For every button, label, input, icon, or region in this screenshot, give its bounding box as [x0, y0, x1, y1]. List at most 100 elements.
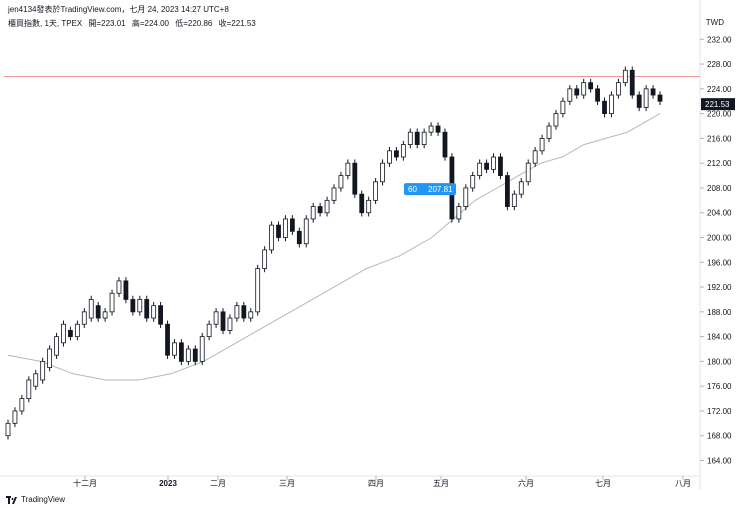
candle-body — [567, 88, 573, 102]
candle-body — [109, 292, 115, 313]
annotation-value: 207.81 — [428, 185, 453, 194]
symbol-name[interactable]: 櫃買指數, 1天, TPEX — [8, 19, 83, 28]
ohlc-open: 開=223.01 — [88, 19, 126, 28]
candle-body — [158, 305, 163, 325]
candle-body — [165, 323, 170, 356]
candle-body — [192, 348, 198, 362]
y-tick-label: 200.00 — [707, 234, 732, 243]
candle-body — [74, 323, 80, 338]
candle-body — [95, 305, 101, 319]
candle-body — [88, 299, 94, 319]
y-tick-label: 184.00 — [707, 333, 732, 342]
x-tick-label: 五月 — [433, 479, 449, 488]
y-tick-label: 220.00 — [707, 110, 732, 119]
candle-body — [581, 82, 587, 96]
candle-body — [609, 94, 614, 115]
candle-body — [102, 311, 108, 319]
y-tick-label: 196.00 — [707, 258, 732, 267]
candle-body — [241, 305, 247, 319]
candle-body — [470, 175, 476, 189]
moving-average-line — [7, 113, 661, 381]
candle-body — [553, 113, 559, 127]
candle-body — [185, 348, 191, 362]
candle-body — [324, 199, 330, 214]
x-tick-label: 2023 — [159, 479, 177, 488]
candle-body — [317, 206, 323, 214]
x-tick-label: 三月 — [279, 479, 295, 488]
x-tick-label: 十二月 — [73, 478, 97, 488]
candle-body — [359, 193, 365, 214]
candle-body — [518, 181, 524, 195]
candle-body — [622, 69, 628, 84]
y-tick-label: 180.00 — [707, 357, 732, 366]
candle-body — [345, 162, 351, 176]
candle-body — [650, 88, 656, 96]
candle-body — [643, 88, 649, 108]
candle-body — [428, 125, 434, 133]
candle-body — [227, 317, 233, 331]
y-tick-label: 212.00 — [707, 159, 732, 168]
candle-body — [525, 162, 531, 183]
candle-body — [636, 94, 642, 108]
candle-body — [179, 342, 184, 362]
candle-body — [498, 156, 503, 176]
candle-body — [220, 311, 226, 331]
candle-body — [248, 311, 254, 319]
candle-body — [366, 199, 372, 214]
candle-body — [477, 162, 483, 176]
y-tick-label: 168.00 — [707, 432, 732, 441]
y-tick-label: 232.00 — [707, 35, 732, 44]
candle-body — [12, 410, 18, 424]
candle-body — [414, 131, 420, 145]
candle-body — [560, 100, 566, 115]
publish-line: jen4134發表於TradingView.com，七月 24, 2023 14… — [8, 5, 229, 14]
candle-body — [269, 224, 274, 251]
candle-body — [255, 268, 261, 313]
currency-label: TWD — [705, 18, 724, 27]
candle-body — [26, 379, 32, 399]
candle-body — [331, 187, 337, 201]
candle-body — [463, 187, 469, 207]
candle-body — [588, 82, 594, 90]
y-tick-label: 188.00 — [707, 308, 732, 317]
candle-body — [19, 398, 25, 412]
candle-body — [33, 373, 39, 387]
candle-body — [657, 94, 663, 102]
candle-body — [456, 206, 462, 220]
candle-body — [54, 336, 59, 356]
candle-body — [387, 150, 392, 164]
tradingview-brand: TradingView — [21, 495, 66, 504]
x-tick-label: 八月 — [675, 479, 691, 488]
candle-body — [144, 299, 150, 319]
candle-body — [407, 131, 413, 145]
candle-body — [40, 361, 46, 381]
candle-body — [151, 305, 157, 319]
candle-body — [602, 100, 607, 115]
candle-body — [595, 88, 600, 102]
y-tick-label: 228.00 — [707, 60, 732, 69]
symbol-info: 櫃買指數, 1天, TPEX 開=223.01 高=224.00 低=220.8… — [8, 18, 260, 29]
last-price-box — [701, 98, 735, 111]
candle-body — [262, 249, 268, 269]
y-tick-label: 164.00 — [707, 457, 732, 466]
candle-body — [68, 330, 73, 338]
candle-body — [137, 299, 143, 313]
candle-body — [435, 125, 441, 133]
candle-body — [47, 348, 53, 368]
candle-body — [81, 311, 87, 325]
candle-body — [539, 138, 545, 152]
candle-body — [172, 342, 177, 356]
candle-body — [5, 422, 11, 437]
candle-body — [380, 162, 385, 183]
candle-body — [338, 175, 344, 189]
ohlc-high: 高=224.00 — [131, 19, 169, 28]
y-tick-label: 216.00 — [707, 134, 732, 143]
ohlc-low: 低=220.86 — [175, 19, 213, 28]
tradingview-logo[interactable]: TradingView — [6, 495, 65, 504]
candle-body — [116, 280, 122, 294]
candle-body — [532, 150, 538, 164]
candle-body — [352, 162, 358, 195]
candle-body — [373, 181, 379, 201]
annotation-box — [404, 183, 456, 196]
